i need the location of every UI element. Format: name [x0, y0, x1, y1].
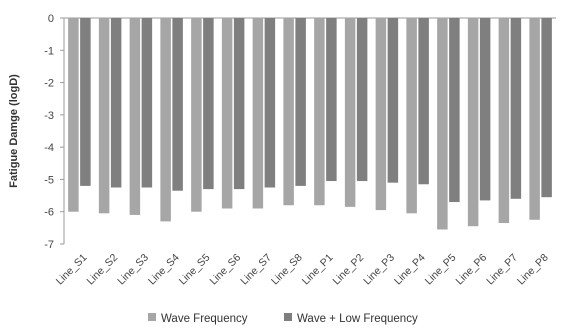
- category-label: Line_P1: [300, 252, 336, 288]
- category-label: Line_S6: [208, 252, 244, 288]
- category-label: Line_S1: [54, 252, 90, 288]
- bar-wave-low-frequency: [510, 18, 522, 199]
- bar-wave-low-frequency: [541, 18, 552, 198]
- bar-wave-frequency: [160, 18, 171, 222]
- category-label: Line_P7: [484, 252, 520, 288]
- legend-swatch: [148, 313, 156, 321]
- legend-label: Wave Frequency: [161, 313, 248, 325]
- bar-wave-low-frequency: [479, 18, 491, 201]
- bar-wave-low-frequency: [326, 18, 337, 182]
- category-label: Line_P8: [515, 252, 551, 288]
- bar-wave-low-frequency: [110, 18, 122, 188]
- legend: Wave Frequency Wave + Low Frequency: [148, 313, 418, 325]
- bar-wave-frequency: [221, 18, 233, 209]
- category-label: Line_S5: [177, 252, 213, 288]
- bar-wave-frequency: [498, 18, 510, 224]
- y-tick-label: -7: [44, 239, 54, 251]
- y-tick-label: -1: [44, 45, 54, 57]
- bar-wave-frequency: [344, 18, 356, 207]
- category-label: Line_S3: [115, 252, 151, 288]
- bar-wave-low-frequency: [80, 18, 91, 186]
- bar-wave-frequency: [467, 18, 479, 227]
- bars: [68, 18, 552, 230]
- bar-wave-frequency: [529, 18, 540, 220]
- category-label: Line_S7: [238, 252, 274, 288]
- y-axis: 0 -1 -2 -3 -4 -5 -6 -7: [44, 13, 65, 251]
- bar-wave-low-frequency: [449, 18, 460, 203]
- category-label: Line_P3: [361, 252, 397, 288]
- bar-wave-low-frequency: [264, 18, 276, 188]
- bar-wave-frequency: [375, 18, 387, 211]
- y-ticks: 0 -1 -2 -3 -4 -5 -6 -7: [44, 13, 64, 251]
- y-tick-label: -4: [44, 142, 54, 154]
- bar-wave-low-frequency: [203, 18, 214, 190]
- category-labels: Line_S1Line_S2Line_S3Line_S4Line_S5Line_…: [54, 252, 551, 288]
- category-label: Line_P6: [454, 252, 490, 288]
- category-label: Line_S4: [146, 252, 182, 288]
- bar-wave-low-frequency: [418, 18, 429, 185]
- bar-wave-low-frequency: [356, 18, 368, 182]
- bar-wave-low-frequency: [233, 18, 245, 190]
- category-label: Line_P2: [331, 252, 367, 288]
- bar-wave-low-frequency: [387, 18, 399, 183]
- y-tick-label: -3: [44, 110, 54, 122]
- category-label: Line_S2: [85, 252, 121, 288]
- y-tick-label: -6: [44, 207, 54, 219]
- bar-wave-low-frequency: [141, 18, 153, 188]
- bar-wave-frequency: [68, 18, 79, 212]
- category-label: Line_S8: [269, 252, 305, 288]
- category-label: Line_P4: [392, 252, 428, 288]
- bar-wave-frequency: [406, 18, 417, 214]
- legend-label: Wave + Low Frequency: [297, 313, 418, 325]
- category-label: Line_P5: [423, 252, 459, 288]
- y-tick-label: -2: [44, 78, 54, 90]
- y-tick-label: -5: [44, 174, 54, 186]
- legend-swatch: [284, 313, 292, 321]
- bar-wave-frequency: [314, 18, 325, 206]
- bar-wave-low-frequency: [172, 18, 183, 191]
- bar-wave-frequency: [98, 18, 110, 214]
- bar-wave-frequency: [252, 18, 264, 209]
- bar-wave-frequency: [283, 18, 294, 206]
- bar-wave-low-frequency: [295, 18, 306, 186]
- bar-wave-frequency: [191, 18, 202, 212]
- bar-wave-frequency: [129, 18, 141, 215]
- y-tick-label: 0: [48, 13, 54, 25]
- y-axis-title: Fatigue Damge (logD): [8, 74, 20, 188]
- bar-wave-frequency: [437, 18, 448, 230]
